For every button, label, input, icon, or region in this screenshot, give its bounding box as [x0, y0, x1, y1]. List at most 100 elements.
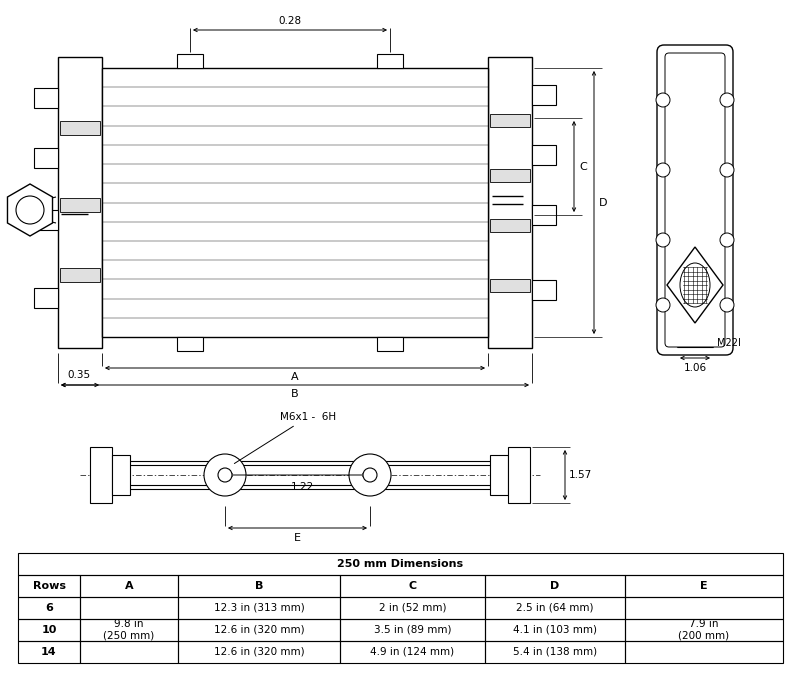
Bar: [58, 57, 102, 348]
Circle shape: [656, 298, 670, 312]
Bar: [177, 54, 203, 68]
Text: 1.57: 1.57: [568, 470, 592, 480]
Text: 2.5 in (64 mm): 2.5 in (64 mm): [516, 603, 594, 613]
Bar: [34, 210, 58, 230]
Circle shape: [656, 233, 670, 247]
Bar: [490, 455, 508, 495]
Text: C: C: [409, 581, 417, 591]
Bar: [485, 619, 625, 641]
Bar: [377, 337, 403, 351]
Circle shape: [218, 468, 232, 482]
Bar: [178, 575, 340, 597]
Circle shape: [656, 163, 670, 177]
Bar: [340, 641, 485, 663]
Bar: [508, 447, 530, 503]
Text: D: D: [550, 581, 560, 591]
Bar: [490, 114, 530, 127]
Bar: [177, 337, 203, 351]
Text: 4.1 in (103 mm): 4.1 in (103 mm): [513, 625, 597, 635]
Circle shape: [349, 454, 391, 496]
Text: E: E: [700, 581, 708, 591]
Text: 0.35: 0.35: [67, 370, 90, 380]
Ellipse shape: [680, 263, 710, 307]
Bar: [34, 148, 58, 168]
Text: 250 mm Dimensions: 250 mm Dimensions: [338, 559, 463, 569]
Bar: [102, 68, 488, 337]
Text: 5.4 in (138 mm): 5.4 in (138 mm): [513, 647, 597, 657]
Bar: [488, 57, 532, 348]
Bar: [532, 205, 556, 225]
Circle shape: [720, 233, 734, 247]
Bar: [80, 575, 178, 597]
Text: 0.28: 0.28: [278, 16, 302, 26]
Text: B: B: [255, 581, 263, 591]
Bar: [485, 641, 625, 663]
Text: 1.22: 1.22: [291, 482, 314, 492]
Circle shape: [720, 93, 734, 107]
Bar: [178, 619, 340, 641]
Text: Rows: Rows: [33, 581, 66, 591]
Text: 12.3 in (313 mm): 12.3 in (313 mm): [214, 603, 304, 613]
Text: 3.5 in (89 mm): 3.5 in (89 mm): [374, 625, 451, 635]
Bar: [34, 88, 58, 108]
Bar: [80, 619, 178, 641]
Text: C: C: [579, 161, 587, 171]
Text: 9.8 in
(250 mm): 9.8 in (250 mm): [103, 619, 154, 641]
FancyBboxPatch shape: [665, 53, 725, 347]
Bar: [490, 219, 530, 232]
Text: B: B: [291, 389, 299, 399]
Text: M6x1 -  6H: M6x1 - 6H: [234, 412, 336, 464]
Bar: [340, 597, 485, 619]
Bar: [18, 575, 80, 597]
Text: A: A: [125, 581, 134, 591]
Bar: [178, 597, 340, 619]
Bar: [490, 169, 530, 182]
Bar: [485, 597, 625, 619]
Bar: [34, 288, 58, 308]
Bar: [625, 597, 783, 619]
Bar: [18, 619, 80, 641]
Bar: [485, 575, 625, 597]
Bar: [60, 198, 100, 212]
Text: 14: 14: [41, 647, 57, 657]
Bar: [80, 641, 178, 663]
Bar: [532, 280, 556, 300]
Bar: [18, 553, 783, 575]
Circle shape: [363, 468, 377, 482]
Bar: [80, 597, 178, 619]
Bar: [340, 575, 485, 597]
Bar: [532, 145, 556, 165]
Text: 12.6 in (320 mm): 12.6 in (320 mm): [214, 647, 304, 657]
Bar: [377, 54, 403, 68]
FancyBboxPatch shape: [657, 45, 733, 355]
Text: 7.9 in
(200 mm): 7.9 in (200 mm): [678, 619, 730, 641]
Bar: [340, 619, 485, 641]
Bar: [625, 619, 783, 641]
Bar: [18, 641, 80, 663]
Bar: [532, 85, 556, 105]
Text: 1.06: 1.06: [683, 363, 706, 373]
Bar: [178, 641, 340, 663]
Text: 4.9 in (124 mm): 4.9 in (124 mm): [370, 647, 454, 657]
Polygon shape: [7, 184, 53, 236]
Text: M22I: M22I: [717, 337, 741, 348]
Circle shape: [720, 163, 734, 177]
Bar: [112, 455, 130, 495]
Bar: [60, 268, 100, 282]
Bar: [18, 597, 80, 619]
Circle shape: [656, 93, 670, 107]
Bar: [625, 641, 783, 663]
Text: D: D: [598, 197, 607, 208]
Text: 12.6 in (320 mm): 12.6 in (320 mm): [214, 625, 304, 635]
Text: 10: 10: [42, 625, 57, 635]
Bar: [490, 279, 530, 292]
Circle shape: [204, 454, 246, 496]
Bar: [60, 121, 100, 135]
Circle shape: [16, 196, 44, 224]
Text: 6: 6: [45, 603, 53, 613]
Circle shape: [720, 298, 734, 312]
Polygon shape: [667, 247, 723, 323]
Text: E: E: [294, 533, 301, 543]
Text: 2 in (52 mm): 2 in (52 mm): [378, 603, 446, 613]
Bar: [625, 575, 783, 597]
